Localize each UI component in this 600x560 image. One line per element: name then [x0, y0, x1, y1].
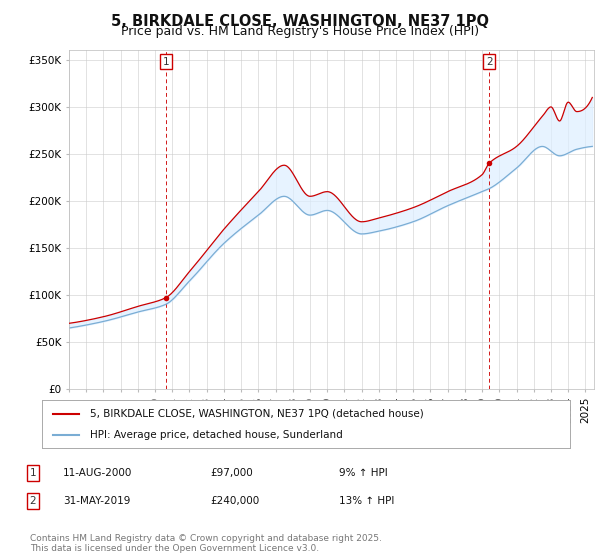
Text: 31-MAY-2019: 31-MAY-2019 [63, 496, 130, 506]
Text: 2: 2 [486, 57, 493, 67]
Text: £97,000: £97,000 [210, 468, 253, 478]
Text: 2: 2 [29, 496, 37, 506]
Text: 5, BIRKDALE CLOSE, WASHINGTON, NE37 1PQ: 5, BIRKDALE CLOSE, WASHINGTON, NE37 1PQ [111, 14, 489, 29]
Text: Price paid vs. HM Land Registry's House Price Index (HPI): Price paid vs. HM Land Registry's House … [121, 25, 479, 38]
Text: 9% ↑ HPI: 9% ↑ HPI [339, 468, 388, 478]
Text: £240,000: £240,000 [210, 496, 259, 506]
Text: 11-AUG-2000: 11-AUG-2000 [63, 468, 133, 478]
Text: 1: 1 [29, 468, 37, 478]
Text: 1: 1 [163, 57, 169, 67]
Text: HPI: Average price, detached house, Sunderland: HPI: Average price, detached house, Sund… [89, 430, 342, 440]
Text: 13% ↑ HPI: 13% ↑ HPI [339, 496, 394, 506]
Text: Contains HM Land Registry data © Crown copyright and database right 2025.
This d: Contains HM Land Registry data © Crown c… [30, 534, 382, 553]
Text: 5, BIRKDALE CLOSE, WASHINGTON, NE37 1PQ (detached house): 5, BIRKDALE CLOSE, WASHINGTON, NE37 1PQ … [89, 409, 423, 419]
